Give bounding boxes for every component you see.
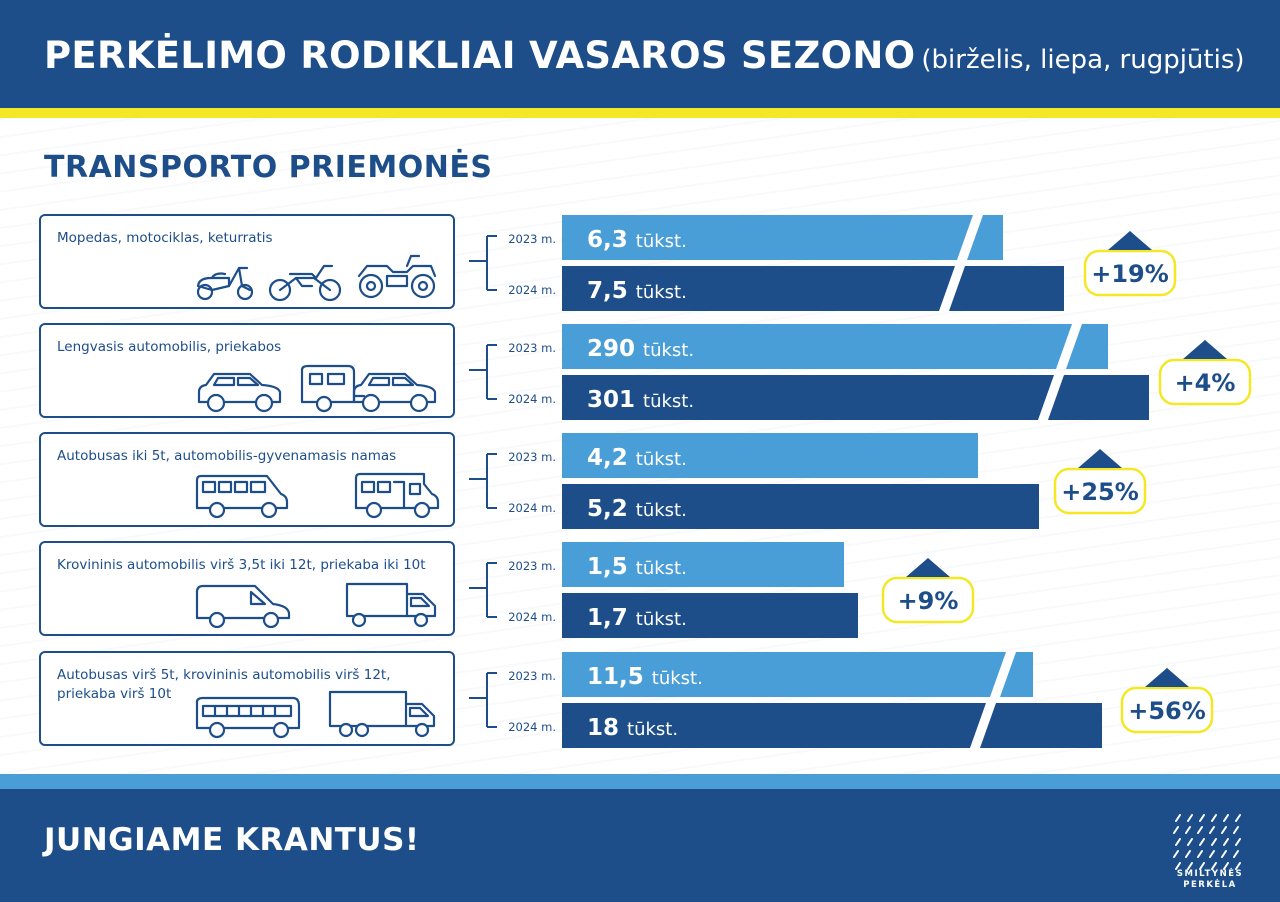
increase-arrow-icon: [1108, 231, 1152, 250]
year-label: 2023 m.: [508, 559, 556, 573]
page-title-subtitle: (birželis, liepa, rugpjūtis): [921, 45, 1245, 75]
year-label: 2023 m.: [508, 669, 556, 683]
axis-break-mark: [957, 215, 983, 260]
increase-arrow-icon: [1145, 668, 1189, 687]
header-accent-strip: [0, 108, 1280, 118]
bar-2024: [562, 593, 858, 638]
year-label: 2023 m.: [508, 232, 556, 246]
axis-break-mark: [939, 266, 965, 311]
connector-bracket: [469, 235, 497, 291]
value-label: 1,5 tūkst.: [587, 554, 687, 580]
footer-bar: [0, 789, 1280, 902]
change-percent: +19%: [1091, 260, 1169, 288]
car-icon: [352, 372, 437, 413]
category-box-minibus: Autobusas iki 5t, automobilis-gyvenamasi…: [39, 432, 455, 527]
change-percent: +4%: [1175, 369, 1236, 397]
year-label: 2024 m.: [508, 720, 556, 734]
camper-van-icon: [354, 472, 440, 519]
value-label: 1,7 tūkst.: [587, 605, 687, 631]
change-badge: [1120, 686, 1214, 734]
logo-line-1: SMILTYNĖS: [1176, 869, 1244, 879]
increase-arrow-icon: [1078, 449, 1122, 468]
change-badge: [881, 576, 975, 624]
year-label: 2024 m.: [508, 283, 556, 297]
category-label: Krovininis automobilis virš 3,5t iki 12t…: [57, 557, 426, 573]
minibus-icon: [195, 474, 289, 519]
footer-slogan: JUNGIAME KRANTUS!: [44, 822, 420, 858]
category-box-mopeds: Mopedas, motociklas, keturratis: [39, 214, 455, 309]
category-label: Autobusas virš 5t, krovininis automobili…: [57, 667, 391, 702]
bar-2024: [562, 266, 1064, 311]
change-badge: [1053, 467, 1147, 515]
quad-bike-icon: [357, 254, 437, 299]
footer-accent-strip: [0, 774, 1280, 789]
axis-break-mark: [990, 652, 1016, 697]
value-label: 18 tūkst.: [587, 715, 678, 741]
connector-bracket: [469, 562, 497, 618]
category-label: Lengvasis automobilis, priekabos: [57, 339, 282, 355]
value-label: 6,3 tūkst.: [587, 227, 687, 253]
year-label: 2024 m.: [508, 501, 556, 515]
category-box-light-trucks: Krovininis automobilis virš 3,5t iki 12t…: [39, 541, 455, 636]
change-badge: [1158, 358, 1252, 406]
value-label: 290 tūkst.: [587, 336, 694, 362]
logo-pattern-icon: [1173, 814, 1241, 870]
bar-2023: [562, 652, 1033, 697]
increase-arrow-icon: [906, 558, 950, 577]
connector-bracket: [469, 453, 497, 509]
logo-line-2: PERKĖLA: [1183, 880, 1237, 890]
van-icon: [195, 584, 291, 629]
change-percent: +9%: [898, 587, 959, 615]
axis-break-mark: [1056, 324, 1082, 369]
caravan-trailer-icon: [300, 364, 366, 413]
bar-2023: [562, 433, 978, 478]
bar-2023: [562, 542, 844, 587]
value-label: 5,2 tūkst.: [587, 496, 687, 522]
increase-arrow-icon: [1183, 340, 1227, 359]
year-label: 2023 m.: [508, 450, 556, 464]
change-percent: +25%: [1061, 478, 1139, 506]
connector-bracket: [469, 344, 497, 400]
logo-text: SMILTYNĖS PERKĖLA: [1160, 869, 1260, 891]
change-percent: +56%: [1128, 697, 1206, 725]
section-title: TRANSPORTO PRIEMONĖS: [44, 150, 493, 185]
page-title-main: PERKĖLIMO RODIKLIAI VASAROS SEZONO: [44, 34, 916, 77]
connector-bracket: [469, 672, 497, 728]
header-bar: [0, 0, 1280, 108]
bar-2024: [562, 703, 1102, 748]
bus-icon: [195, 696, 301, 739]
value-label: 11,5 tūkst.: [587, 664, 703, 690]
value-label: 4,2 tūkst.: [587, 445, 687, 471]
page-title: PERKĖLIMO RODIKLIAI VASAROS SEZONO (birže…: [44, 34, 1245, 77]
moped-icon: [196, 266, 254, 301]
category-label: Mopedas, motociklas, keturratis: [57, 230, 273, 246]
year-label: 2023 m.: [508, 341, 556, 355]
value-label: 301 tūkst.: [587, 387, 694, 413]
year-label: 2024 m.: [508, 392, 556, 406]
bar-2024: [562, 484, 1039, 529]
heavy-truck-icon: [328, 690, 436, 738]
box-truck-icon: [345, 582, 437, 628]
year-label: 2024 m.: [508, 610, 556, 624]
category-label: Autobusas iki 5t, automobilis-gyvenamasi…: [57, 448, 397, 464]
value-label: 7,5 tūkst.: [587, 278, 687, 304]
bar-2023: [562, 324, 1108, 369]
axis-break-mark: [1038, 375, 1064, 420]
axis-break-mark: [970, 703, 996, 748]
bar-2023: [562, 215, 1003, 260]
car-icon: [197, 372, 282, 413]
motorcycle-icon: [268, 264, 342, 302]
change-badge: [1083, 249, 1177, 297]
